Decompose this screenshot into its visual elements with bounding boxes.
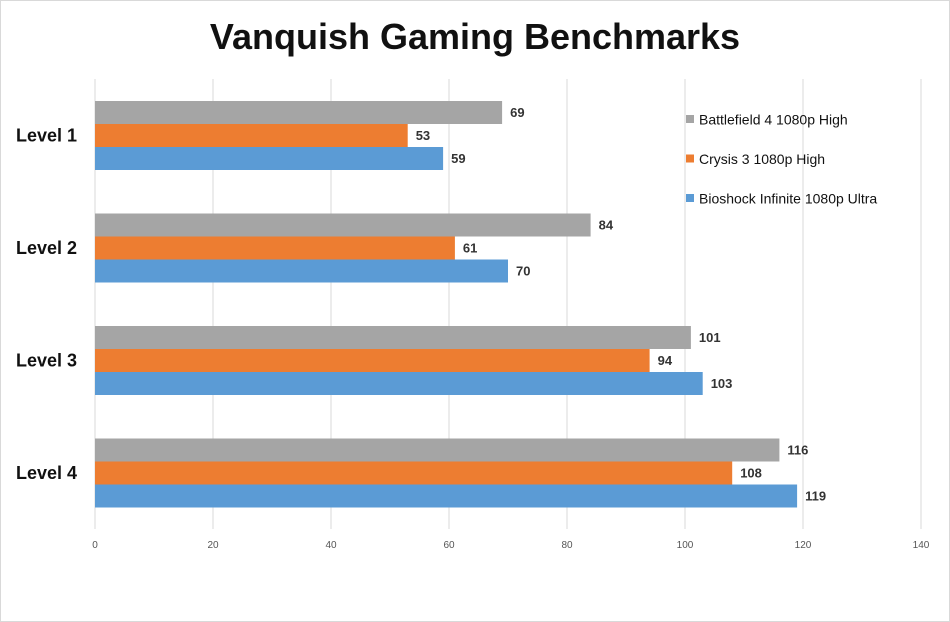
legend-swatch bbox=[686, 115, 694, 123]
bar bbox=[95, 461, 733, 485]
data-label: 84 bbox=[599, 218, 614, 233]
data-label: 70 bbox=[516, 264, 530, 279]
bars bbox=[95, 101, 798, 508]
x-tick-label: 120 bbox=[795, 540, 812, 551]
legend-swatch bbox=[686, 154, 694, 163]
category-label: Level 1 bbox=[16, 126, 77, 146]
data-label: 116 bbox=[787, 443, 808, 458]
legend-swatch bbox=[686, 194, 694, 202]
data-label: 53 bbox=[416, 128, 430, 143]
bar bbox=[95, 326, 691, 349]
x-tick-label: 60 bbox=[443, 540, 455, 551]
data-label: 69 bbox=[510, 105, 524, 120]
bar bbox=[95, 259, 508, 283]
bar bbox=[95, 236, 455, 260]
x-tick-label: 0 bbox=[92, 540, 98, 551]
data-label: 94 bbox=[658, 353, 673, 368]
bar bbox=[95, 349, 650, 372]
bar bbox=[95, 438, 780, 462]
category-label: Level 2 bbox=[16, 238, 77, 258]
bar bbox=[95, 124, 408, 147]
category-labels: Level 1 Level 2 Level 3 Level 4 bbox=[16, 126, 77, 484]
x-axis-tick-labels: 0 20 40 60 80 100 120 140 bbox=[92, 540, 930, 551]
category-label: Level 3 bbox=[16, 351, 77, 371]
value-labels: 69 53 59 84 61 70 101 94 103 116 108 119 bbox=[416, 105, 826, 504]
data-label: 101 bbox=[699, 330, 721, 345]
chart-title: Vanquish Gaming Benchmarks bbox=[210, 16, 740, 57]
data-label: 108 bbox=[740, 466, 762, 481]
x-tick-label: 80 bbox=[561, 540, 573, 551]
data-label: 61 bbox=[463, 241, 477, 256]
bar bbox=[95, 213, 591, 237]
data-label: 103 bbox=[711, 376, 733, 391]
x-tick-label: 100 bbox=[677, 540, 694, 551]
legend: Battlefield 4 1080p High Crysis 3 1080p H… bbox=[686, 112, 877, 207]
x-tick-label: 20 bbox=[207, 540, 219, 551]
data-label: 119 bbox=[805, 489, 826, 504]
legend-label: Crysis 3 1080p High bbox=[699, 151, 825, 167]
data-label: 59 bbox=[451, 151, 465, 166]
x-tick-label: 40 bbox=[325, 540, 337, 551]
bar bbox=[95, 484, 798, 508]
bar bbox=[95, 372, 703, 395]
bar bbox=[95, 147, 444, 170]
legend-label: Bioshock Infinite 1080p Ultra bbox=[699, 191, 877, 207]
x-tick-label: 140 bbox=[913, 540, 930, 551]
category-label: Level 4 bbox=[16, 463, 77, 483]
bar bbox=[95, 101, 503, 124]
legend-label: Battlefield 4 1080p High bbox=[699, 112, 848, 128]
